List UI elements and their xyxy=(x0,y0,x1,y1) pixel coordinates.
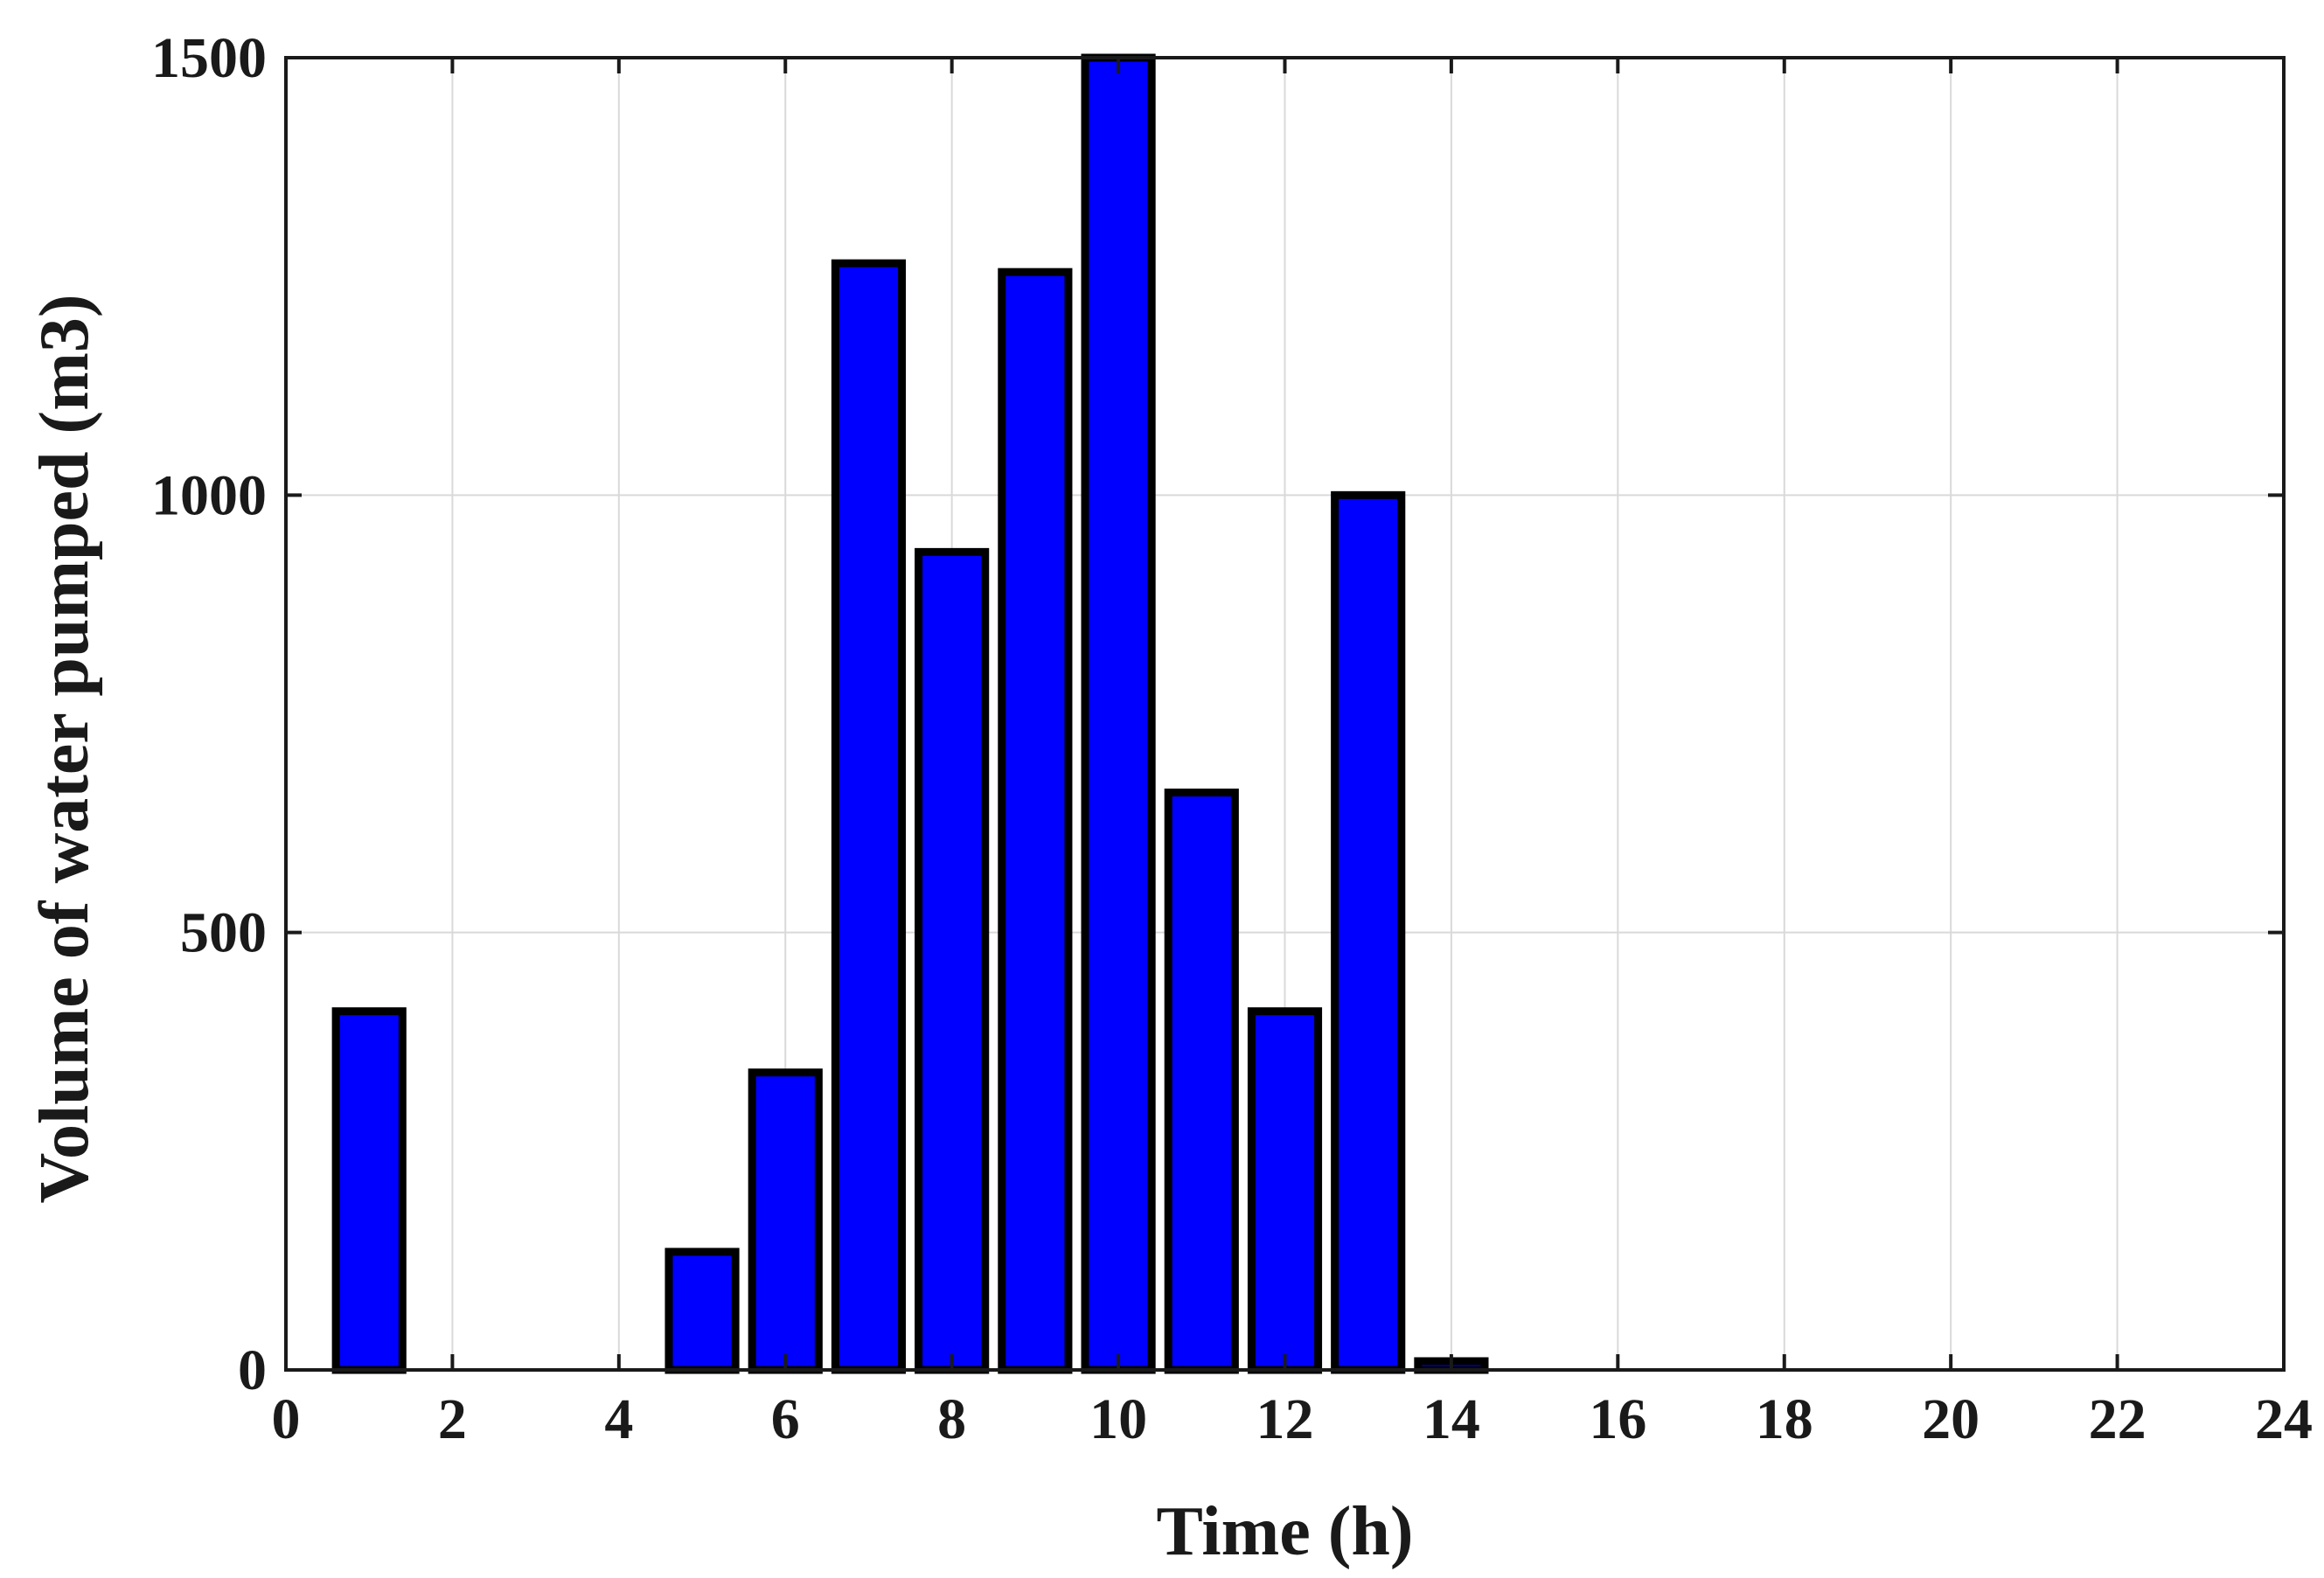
x-tick-label: 18 xyxy=(1756,1387,1813,1451)
bar-9 xyxy=(998,268,1073,1374)
bar-1 xyxy=(331,1007,407,1374)
x-tick-label: 16 xyxy=(1589,1387,1646,1451)
bar-6 xyxy=(748,1068,823,1374)
tick-marks xyxy=(284,56,2286,1372)
bar-12 xyxy=(1247,1007,1323,1374)
bar-5 xyxy=(664,1248,740,1374)
x-tick-label: 14 xyxy=(1423,1387,1480,1451)
x-tick-label: 20 xyxy=(1922,1387,1980,1451)
x-tick-label: 22 xyxy=(2089,1387,2147,1451)
x-tick-label: 8 xyxy=(937,1387,966,1451)
bar-10 xyxy=(1081,53,1156,1374)
bars xyxy=(331,53,1489,1374)
bar-11 xyxy=(1164,789,1239,1374)
x-tick-label: 4 xyxy=(604,1387,633,1451)
x-tick-labels: 0 2 4 6 8 10 12 14 16 18 20 22 24 xyxy=(272,1387,2314,1451)
y-tick-labels: 0 500 1000 1500 xyxy=(151,26,267,1402)
y-tick-label: 0 xyxy=(238,1338,267,1402)
bar-7 xyxy=(831,259,907,1374)
x-axis-title: Time (h) xyxy=(1156,1493,1413,1570)
x-tick-label: 2 xyxy=(438,1387,467,1451)
y-axis-title: Volume of water pumped (m3) xyxy=(26,295,103,1204)
x-tick-label: 0 xyxy=(272,1387,301,1451)
bar-8 xyxy=(915,547,990,1374)
y-tick-label: 500 xyxy=(180,901,267,965)
x-tick-label: 10 xyxy=(1089,1387,1147,1451)
x-tick-label: 6 xyxy=(771,1387,800,1451)
x-tick-label: 12 xyxy=(1256,1387,1314,1451)
y-tick-label: 1000 xyxy=(151,463,267,527)
bar-13 xyxy=(1331,490,1406,1374)
y-tick-label: 1500 xyxy=(151,26,267,90)
x-tick-label: 24 xyxy=(2255,1387,2313,1451)
